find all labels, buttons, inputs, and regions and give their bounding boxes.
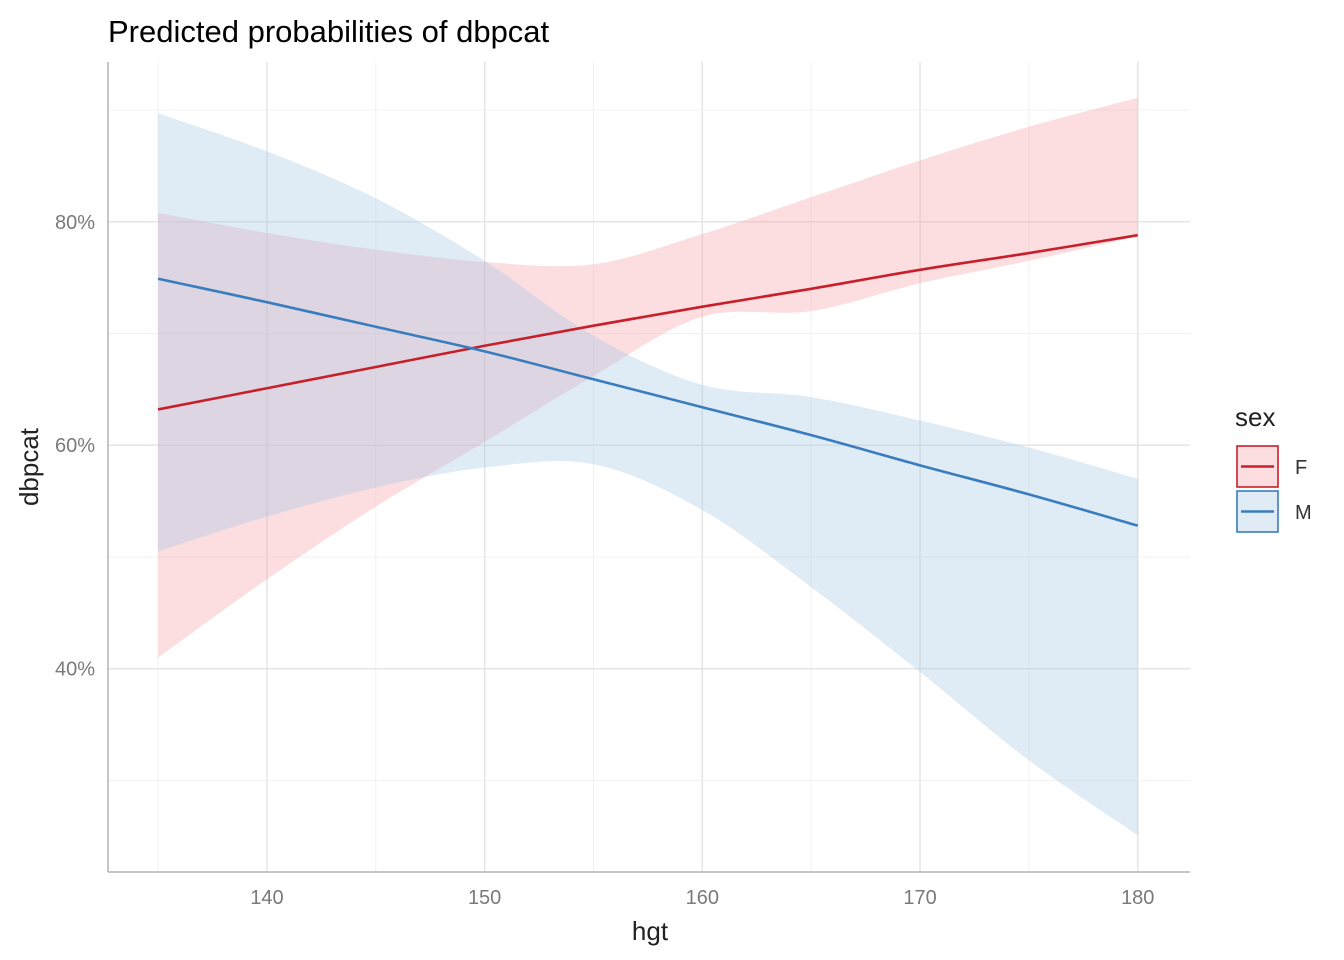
- grid: [108, 62, 1190, 872]
- ribbon-F: [158, 97, 1138, 658]
- ribbon-M: [158, 113, 1138, 836]
- x-tick-label: 180: [1121, 887, 1154, 909]
- y-tick-label: 60%: [55, 435, 95, 457]
- x-tick-labels: 140 150 160 170 180: [250, 887, 1154, 909]
- legend-label-F: F: [1295, 457, 1307, 479]
- y-tick-labels: 40% 60% 80%: [55, 212, 95, 681]
- chart-title: Predicted probabilities of dbpcat: [108, 14, 550, 49]
- x-tick-label: 170: [903, 887, 936, 909]
- series-line-M: [157, 277, 1139, 527]
- legend-title: sex: [1235, 402, 1275, 432]
- y-axis-title: dbpcat: [14, 427, 44, 506]
- legend-label-M: M: [1295, 502, 1312, 524]
- x-axis-title: hgt: [632, 916, 669, 946]
- legend: sex FM: [1235, 402, 1312, 533]
- x-tick-label: 150: [468, 887, 501, 909]
- legend-items: FM: [1236, 445, 1312, 533]
- series-lines: [157, 233, 1139, 527]
- x-tick-label: 160: [686, 887, 719, 909]
- legend-item-F: F: [1236, 445, 1307, 488]
- y-tick-label: 80%: [55, 212, 95, 234]
- y-tick-label: 40%: [55, 659, 95, 681]
- x-tick-label: 140: [250, 887, 283, 909]
- series-line-F: [157, 233, 1138, 411]
- confidence-ribbons: [158, 97, 1138, 836]
- legend-item-M: M: [1236, 490, 1312, 533]
